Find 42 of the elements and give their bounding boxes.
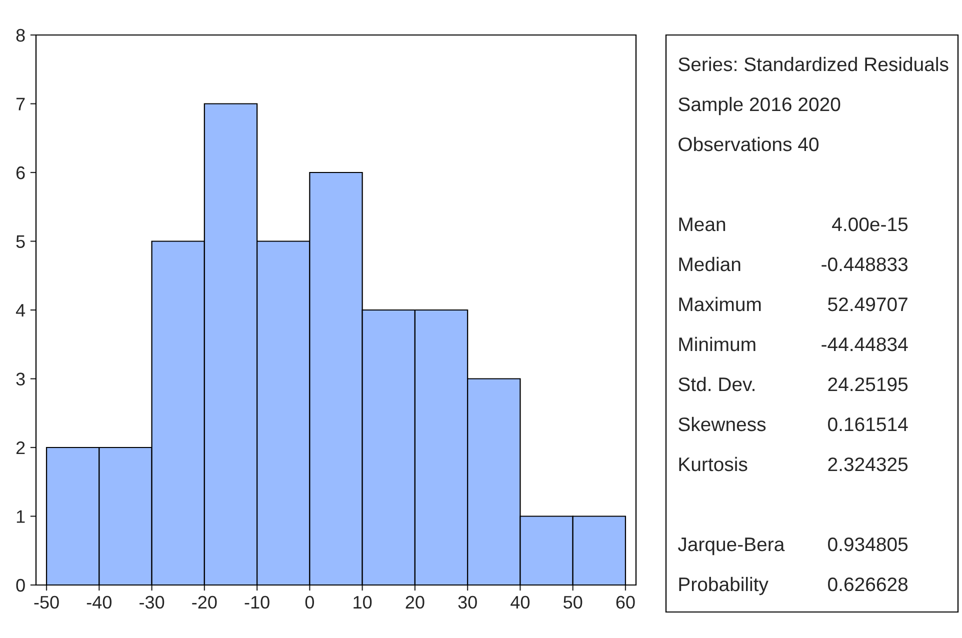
text: 4.00e-15 [832,217,908,232]
x-tick-label: -40 [86,596,112,609]
text: 0.934805 [828,537,908,552]
x-tick-label: 30 [458,596,477,609]
y-tick-label: 3 [16,372,25,386]
text: Probability [679,576,768,596]
text: -0.448833 [822,257,908,272]
text: Observations 40 [678,136,819,152]
x-tick-label: 20 [406,596,424,609]
x-tick-label: -50 [34,596,59,609]
x-tick-label: 50 [564,596,582,609]
text: Skewness [678,416,766,432]
x-tick-label: 10 [354,596,372,609]
text: Median [679,256,740,272]
text: Series: Standardized Residuals [678,56,948,72]
y-tick-label: 7 [16,98,25,110]
text: Std. Dev. [678,376,754,392]
y-tick-label: 8 [16,28,25,42]
x-tick-label: -30 [140,596,164,609]
text: 0.161514 [828,417,908,432]
text: Maximum [679,296,761,312]
y-tick-label: 1 [16,510,25,523]
text: Kurtosis [679,456,748,472]
text: Minimum [679,336,756,352]
text: 24.25195 [828,377,908,392]
y-tick-label: 6 [16,166,25,180]
text: Sample 2016 2020 [678,96,840,116]
x-tick-label: 40 [510,596,530,609]
x-tick-label: -10 [244,596,270,609]
y-tick-label: 5 [16,235,25,248]
text: 0.626628 [828,577,908,592]
x-tick-label: 60 [616,596,635,609]
x-tick-label: -20 [192,596,217,609]
x-tick-label: 0 [305,596,314,609]
text: Jarque-Bera [678,538,785,556]
y-tick-label: 0 [16,578,25,592]
text: Mean [679,218,726,232]
text: -44.44834 [822,337,908,352]
y-tick-label: 2 [16,441,25,454]
text: 52.49707 [828,297,908,312]
text: 2.324325 [828,457,908,472]
y-tick-label: 4 [16,304,26,317]
